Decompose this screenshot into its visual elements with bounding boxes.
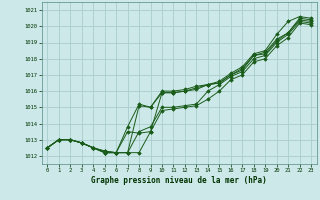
X-axis label: Graphe pression niveau de la mer (hPa): Graphe pression niveau de la mer (hPa)	[91, 176, 267, 185]
